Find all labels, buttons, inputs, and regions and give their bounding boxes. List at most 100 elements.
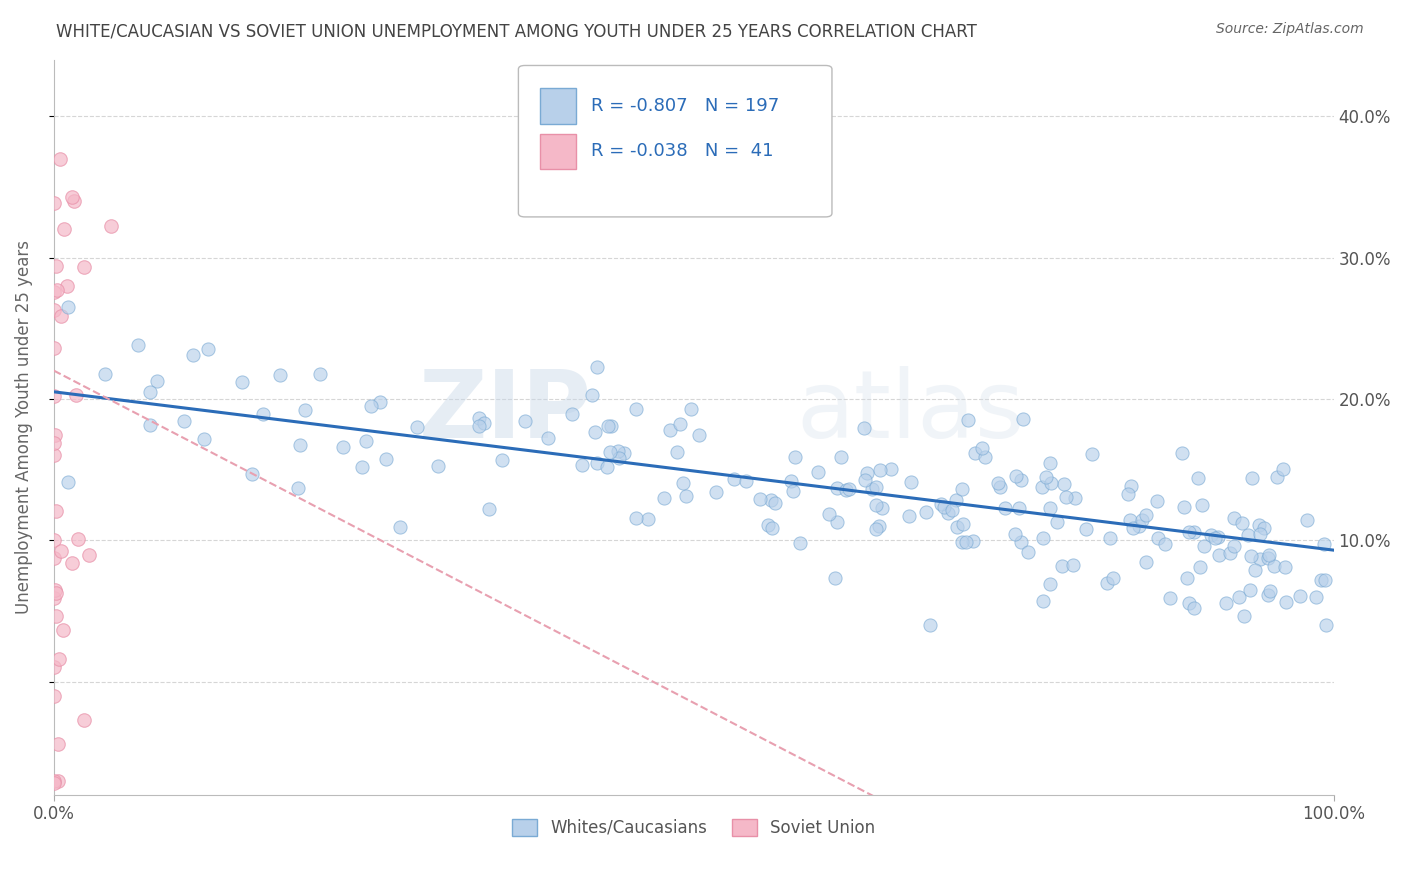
Point xyxy=(44,436,66,450)
Point xyxy=(607,451,630,466)
Point xyxy=(880,462,903,476)
Bar xyxy=(540,88,576,124)
Point xyxy=(42,285,65,300)
Point xyxy=(139,418,162,433)
Point xyxy=(825,515,848,529)
Point xyxy=(870,501,893,516)
Point xyxy=(987,476,1010,491)
Point xyxy=(853,473,876,487)
Point xyxy=(1130,513,1153,527)
Point xyxy=(478,502,501,516)
Point xyxy=(1295,512,1317,526)
Point xyxy=(581,388,603,402)
Point xyxy=(46,773,69,788)
Point xyxy=(1031,531,1053,545)
Point xyxy=(426,459,449,474)
Point xyxy=(46,737,69,751)
Point xyxy=(838,482,860,496)
Point xyxy=(42,342,65,356)
Point xyxy=(1062,558,1084,572)
Point xyxy=(1146,493,1168,508)
Point xyxy=(1267,470,1289,484)
Point xyxy=(49,152,72,166)
Point xyxy=(1135,508,1157,523)
Point xyxy=(785,450,807,464)
Point xyxy=(44,582,66,597)
Legend: Whites/Caucasians, Soviet Union: Whites/Caucasians, Soviet Union xyxy=(503,810,884,846)
Point xyxy=(994,501,1017,516)
Point xyxy=(45,809,67,823)
Point xyxy=(1010,473,1032,487)
Point xyxy=(1098,531,1121,545)
Point xyxy=(1241,471,1264,485)
Point xyxy=(1039,577,1062,591)
Point xyxy=(1208,548,1230,562)
Point xyxy=(571,458,593,472)
Point xyxy=(1187,471,1209,485)
Point xyxy=(1239,582,1261,597)
Text: R = -0.807   N = 197: R = -0.807 N = 197 xyxy=(592,97,779,115)
Point xyxy=(94,367,117,381)
Point xyxy=(45,504,67,518)
Point xyxy=(294,403,316,417)
Text: R = -0.038   N =  41: R = -0.038 N = 41 xyxy=(592,143,773,161)
Point xyxy=(181,348,204,362)
Point xyxy=(1178,524,1201,539)
Point xyxy=(1236,528,1258,542)
Point xyxy=(42,302,65,317)
Point xyxy=(42,388,65,402)
Point xyxy=(675,490,697,504)
Point xyxy=(950,482,973,496)
Point xyxy=(1032,594,1054,608)
Point xyxy=(599,445,621,459)
Point xyxy=(1116,487,1139,501)
Point xyxy=(900,475,922,490)
Point xyxy=(1147,531,1170,545)
Point xyxy=(290,438,312,452)
Point xyxy=(973,450,995,464)
Text: atlas: atlas xyxy=(796,367,1025,458)
Point xyxy=(1258,548,1281,562)
Point xyxy=(1012,411,1035,425)
Point xyxy=(1232,609,1254,624)
Point xyxy=(491,453,513,467)
Point xyxy=(963,446,986,460)
Point xyxy=(789,536,811,550)
Point xyxy=(44,448,66,462)
Point xyxy=(45,608,67,623)
Point xyxy=(652,491,675,505)
Point xyxy=(406,419,429,434)
Point xyxy=(1244,563,1267,577)
Point xyxy=(782,483,804,498)
Point xyxy=(1313,537,1336,551)
Point xyxy=(606,443,628,458)
Point xyxy=(1102,571,1125,585)
Point xyxy=(862,483,884,497)
Point xyxy=(467,418,489,433)
Point xyxy=(44,428,66,442)
Point xyxy=(332,440,354,454)
Point xyxy=(669,417,692,431)
Point xyxy=(1031,481,1053,495)
Text: WHITE/CAUCASIAN VS SOVIET UNION UNEMPLOYMENT AMONG YOUTH UNDER 25 YEARS CORRELAT: WHITE/CAUCASIAN VS SOVIET UNION UNEMPLOY… xyxy=(56,22,977,40)
Point xyxy=(127,337,149,351)
Point xyxy=(52,623,75,637)
Point xyxy=(1135,555,1157,569)
Point xyxy=(45,259,67,273)
Point xyxy=(72,260,94,274)
Point xyxy=(1128,519,1150,533)
Point xyxy=(1315,573,1337,587)
Point xyxy=(1017,545,1039,559)
Point xyxy=(915,505,938,519)
Point xyxy=(865,498,887,512)
Point xyxy=(596,418,619,433)
Point xyxy=(929,497,952,511)
Point xyxy=(42,551,65,566)
Point xyxy=(672,475,695,490)
Point xyxy=(51,544,73,558)
Y-axis label: Unemployment Among Youth under 25 years: Unemployment Among Youth under 25 years xyxy=(15,240,32,615)
Point xyxy=(1118,513,1140,527)
Point xyxy=(1208,531,1230,545)
Point xyxy=(1159,591,1181,605)
Point xyxy=(1227,590,1250,604)
